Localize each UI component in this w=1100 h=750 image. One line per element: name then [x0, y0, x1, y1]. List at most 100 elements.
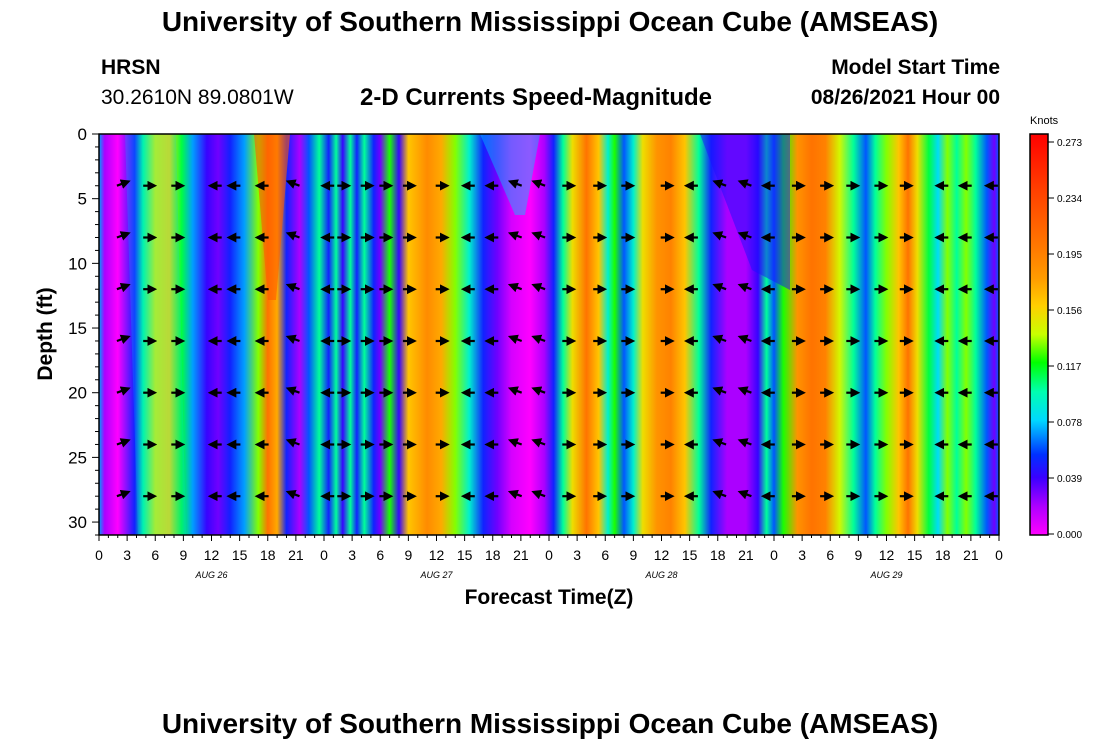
current-arrow [507, 282, 523, 293]
current-arrows [116, 179, 998, 502]
page-title-top: University of Southern Mississippi Ocean… [161, 6, 939, 37]
current-arrow [712, 334, 727, 345]
y-tick-label: 5 [78, 190, 87, 209]
x-tick-label: 18 [485, 547, 501, 563]
current-arrow [531, 438, 546, 448]
station-name: HRSN [101, 56, 161, 79]
current-arrow [531, 334, 546, 345]
current-arrow [285, 438, 300, 448]
page-title-bottom: University of Southern Mississippi Ocean… [161, 708, 939, 739]
current-arrow [737, 179, 752, 189]
surface-jet-overlay [254, 134, 290, 300]
x-tick-label: 6 [376, 547, 384, 563]
current-arrow [712, 489, 727, 500]
x-tick-label: 9 [179, 547, 187, 563]
y-tick-label: 10 [68, 254, 87, 273]
current-arrow [507, 489, 523, 500]
colorbar-unit: Knots [1030, 115, 1059, 127]
colorbar-tick-label: 0.000 [1057, 530, 1082, 541]
current-arrow [116, 489, 131, 500]
x-day-label: AUG 28 [644, 570, 677, 580]
x-tick-label: 12 [429, 547, 445, 563]
x-axis-label: Forecast Time(Z) [465, 586, 634, 609]
x-tick-label: 12 [879, 547, 895, 563]
colorbar-tick-label: 0.195 [1057, 250, 1082, 261]
current-arrow [116, 386, 131, 396]
current-arrow [507, 334, 523, 345]
heatmap-overlay [125, 134, 790, 535]
station-coordinates: 30.2610N 89.0801W [101, 86, 294, 109]
x-tick-label: 0 [770, 547, 778, 563]
current-arrow [116, 231, 131, 241]
x-tick-label: 15 [907, 547, 923, 563]
current-arrow [737, 334, 752, 345]
current-arrow [531, 282, 546, 293]
shallow-cyan-overlay [480, 134, 540, 215]
colorbar-tick-label: 0.039 [1057, 474, 1082, 485]
current-arrow [531, 386, 546, 396]
colorbar-ticks: 0.273 0.234 0.195 0.156 0.117 0.078 0.039 0.000 [1048, 138, 1082, 541]
current-arrow [531, 489, 546, 500]
colorbar-tick-label: 0.078 [1057, 418, 1082, 429]
current-arrow [116, 334, 131, 345]
x-tick-label: 0 [995, 547, 1003, 563]
x-tick-label: 0 [545, 547, 553, 563]
current-arrow [285, 334, 300, 345]
x-tick-label: 0 [320, 547, 328, 563]
current-arrow [737, 489, 752, 500]
current-arrow [712, 282, 727, 293]
x-tick-label: 6 [601, 547, 609, 563]
x-tick-label: 0 [95, 547, 103, 563]
x-tick-label: 3 [573, 547, 581, 563]
x-tick-label: 9 [629, 547, 637, 563]
current-arrow [116, 282, 131, 293]
x-tick-label: 15 [232, 547, 248, 563]
current-arrow [737, 386, 752, 396]
current-arrow [285, 386, 300, 396]
current-arrow [116, 438, 131, 448]
x-day-label: AUG 26 [194, 570, 227, 580]
x-tick-label: 6 [151, 547, 159, 563]
current-arrow [507, 438, 523, 448]
upper-slack-overlay [700, 134, 790, 290]
current-arrow [531, 179, 546, 189]
x-tick-label: 18 [710, 547, 726, 563]
x-tick-label: 18 [260, 547, 276, 563]
current-arrow [116, 179, 131, 189]
x-tick-label: 6 [826, 547, 834, 563]
x-tick-label: 21 [738, 547, 754, 563]
x-tick-label: 21 [963, 547, 979, 563]
y-axis: 0 5 10 15 20 25 30 [68, 125, 99, 536]
mid-water-overlay [125, 134, 186, 535]
x-tick-label: 15 [457, 547, 473, 563]
current-arrow [285, 489, 300, 500]
x-day-label: AUG 29 [869, 570, 902, 580]
x-tick-label: 21 [513, 547, 529, 563]
current-arrow [285, 231, 300, 241]
x-tick-label: 9 [854, 547, 862, 563]
y-tick-label: 30 [68, 513, 87, 532]
current-arrow [737, 438, 752, 448]
x-tick-label: 21 [288, 547, 304, 563]
colorbar [1029, 133, 1049, 536]
colorbar-tick-label: 0.117 [1057, 362, 1082, 373]
current-arrow [507, 179, 523, 189]
x-tick-label: 12 [654, 547, 670, 563]
current-arrow [737, 231, 752, 241]
current-arrow [507, 231, 523, 241]
current-arrow [712, 386, 727, 396]
colorbar-tick-label: 0.273 [1057, 138, 1082, 149]
x-tick-label: 3 [123, 547, 131, 563]
x-axis: 0 3 6 9 12 15 18 21 0 3 6 9 12 15 18 21 0 3 6 9 12 15 18 21 0 3 6 9… [95, 535, 1003, 580]
current-arrow [712, 179, 727, 189]
heatmap-plot [99, 134, 999, 535]
model-start-label: Model Start Time [831, 56, 1000, 79]
current-arrow [712, 438, 727, 448]
y-tick-label: 15 [68, 319, 87, 338]
x-tick-label: 15 [682, 547, 698, 563]
x-day-label: AUG 27 [419, 570, 453, 580]
current-arrow [507, 386, 523, 396]
y-tick-label: 20 [68, 384, 87, 403]
x-tick-label: 18 [935, 547, 951, 563]
